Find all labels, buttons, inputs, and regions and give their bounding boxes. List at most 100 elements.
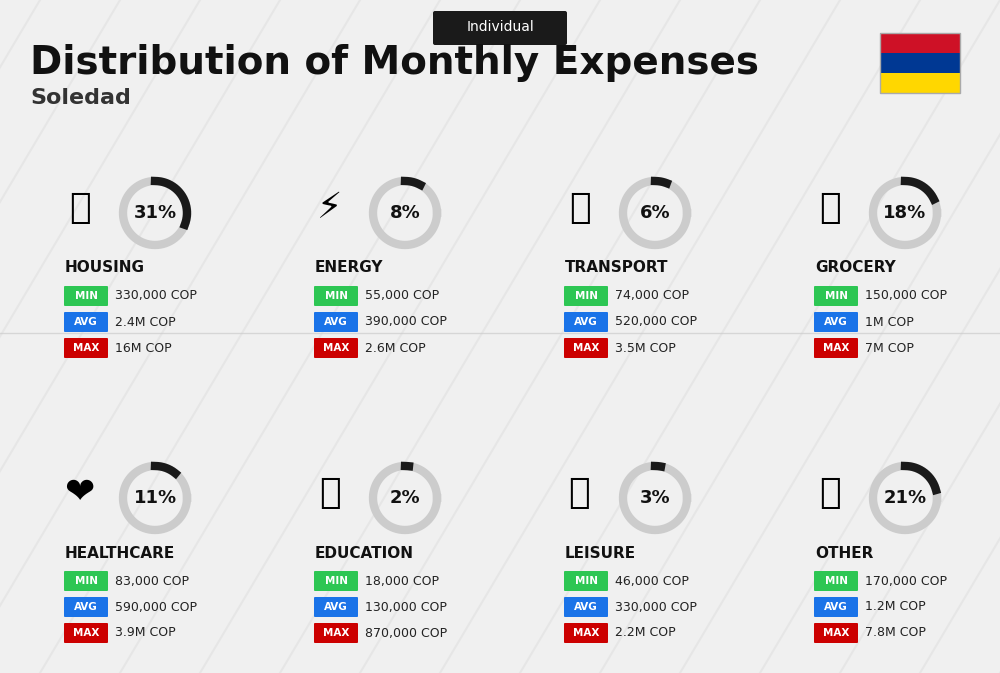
Text: 83,000 COP: 83,000 COP xyxy=(115,575,189,588)
FancyBboxPatch shape xyxy=(64,623,108,643)
FancyBboxPatch shape xyxy=(564,597,608,617)
Text: 11%: 11% xyxy=(133,489,177,507)
Text: 7.8M COP: 7.8M COP xyxy=(865,627,926,639)
FancyBboxPatch shape xyxy=(814,571,858,591)
Text: 🚌: 🚌 xyxy=(569,191,591,225)
Text: AVG: AVG xyxy=(74,317,98,327)
Text: 3.9M COP: 3.9M COP xyxy=(115,627,176,639)
Text: 18,000 COP: 18,000 COP xyxy=(365,575,439,588)
FancyBboxPatch shape xyxy=(880,53,960,73)
Text: 8%: 8% xyxy=(390,204,420,222)
Text: Distribution of Monthly Expenses: Distribution of Monthly Expenses xyxy=(30,44,759,82)
Text: MAX: MAX xyxy=(73,343,99,353)
Text: LEISURE: LEISURE xyxy=(565,546,636,561)
Text: MAX: MAX xyxy=(823,628,849,638)
Text: MIN: MIN xyxy=(74,291,98,301)
FancyBboxPatch shape xyxy=(814,312,858,332)
Text: MIN: MIN xyxy=(574,291,598,301)
Text: 2.6M COP: 2.6M COP xyxy=(365,341,426,355)
Text: 2.4M COP: 2.4M COP xyxy=(115,316,176,328)
FancyBboxPatch shape xyxy=(64,286,108,306)
Text: 130,000 COP: 130,000 COP xyxy=(365,600,447,614)
Text: ⚡: ⚡ xyxy=(317,191,343,225)
FancyBboxPatch shape xyxy=(64,312,108,332)
FancyBboxPatch shape xyxy=(314,571,358,591)
FancyBboxPatch shape xyxy=(564,312,608,332)
Text: AVG: AVG xyxy=(824,317,848,327)
FancyBboxPatch shape xyxy=(564,338,608,358)
Text: MAX: MAX xyxy=(573,628,599,638)
Text: Soledad: Soledad xyxy=(30,88,131,108)
Text: ENERGY: ENERGY xyxy=(315,260,384,275)
Text: 31%: 31% xyxy=(133,204,177,222)
Text: MIN: MIN xyxy=(324,576,348,586)
Text: 390,000 COP: 390,000 COP xyxy=(365,316,447,328)
Text: Individual: Individual xyxy=(466,20,534,34)
Text: ❤️: ❤️ xyxy=(65,476,95,510)
Text: 6%: 6% xyxy=(640,204,670,222)
Text: 👛: 👛 xyxy=(819,476,841,510)
FancyBboxPatch shape xyxy=(314,623,358,643)
Text: MAX: MAX xyxy=(73,628,99,638)
Text: 1.2M COP: 1.2M COP xyxy=(865,600,926,614)
Text: 18%: 18% xyxy=(883,204,927,222)
FancyBboxPatch shape xyxy=(314,597,358,617)
Text: MAX: MAX xyxy=(573,343,599,353)
FancyBboxPatch shape xyxy=(64,597,108,617)
FancyBboxPatch shape xyxy=(880,33,960,53)
Text: MIN: MIN xyxy=(574,576,598,586)
Text: 150,000 COP: 150,000 COP xyxy=(865,289,947,302)
Text: GROCERY: GROCERY xyxy=(815,260,896,275)
Text: 21%: 21% xyxy=(883,489,927,507)
FancyBboxPatch shape xyxy=(314,312,358,332)
Text: 870,000 COP: 870,000 COP xyxy=(365,627,447,639)
FancyBboxPatch shape xyxy=(814,623,858,643)
Text: MIN: MIN xyxy=(824,291,848,301)
Text: 🎓: 🎓 xyxy=(319,476,341,510)
Text: TRANSPORT: TRANSPORT xyxy=(565,260,668,275)
Text: 2%: 2% xyxy=(390,489,420,507)
FancyBboxPatch shape xyxy=(314,338,358,358)
Text: 🛒: 🛒 xyxy=(819,191,841,225)
Text: 590,000 COP: 590,000 COP xyxy=(115,600,197,614)
Text: MIN: MIN xyxy=(74,576,98,586)
FancyBboxPatch shape xyxy=(314,286,358,306)
Text: AVG: AVG xyxy=(574,602,598,612)
Text: 7M COP: 7M COP xyxy=(865,341,914,355)
Text: MIN: MIN xyxy=(324,291,348,301)
Text: MAX: MAX xyxy=(323,628,349,638)
Text: 520,000 COP: 520,000 COP xyxy=(615,316,697,328)
Text: AVG: AVG xyxy=(324,602,348,612)
Text: AVG: AVG xyxy=(824,602,848,612)
FancyBboxPatch shape xyxy=(64,571,108,591)
Text: 3%: 3% xyxy=(640,489,670,507)
FancyBboxPatch shape xyxy=(814,338,858,358)
Text: 3.5M COP: 3.5M COP xyxy=(615,341,676,355)
FancyBboxPatch shape xyxy=(880,73,960,93)
FancyBboxPatch shape xyxy=(564,571,608,591)
Text: 55,000 COP: 55,000 COP xyxy=(365,289,439,302)
Text: EDUCATION: EDUCATION xyxy=(315,546,414,561)
Text: 1M COP: 1M COP xyxy=(865,316,914,328)
Text: HOUSING: HOUSING xyxy=(65,260,145,275)
FancyBboxPatch shape xyxy=(814,597,858,617)
Text: 🛍️: 🛍️ xyxy=(569,476,591,510)
Text: 46,000 COP: 46,000 COP xyxy=(615,575,689,588)
Text: MAX: MAX xyxy=(823,343,849,353)
FancyBboxPatch shape xyxy=(64,338,108,358)
Text: 🏢: 🏢 xyxy=(69,191,91,225)
Text: OTHER: OTHER xyxy=(815,546,873,561)
Text: AVG: AVG xyxy=(324,317,348,327)
FancyBboxPatch shape xyxy=(814,286,858,306)
Text: HEALTHCARE: HEALTHCARE xyxy=(65,546,175,561)
Text: 2.2M COP: 2.2M COP xyxy=(615,627,676,639)
FancyBboxPatch shape xyxy=(433,11,567,45)
Text: 170,000 COP: 170,000 COP xyxy=(865,575,947,588)
Text: AVG: AVG xyxy=(74,602,98,612)
Text: MIN: MIN xyxy=(824,576,848,586)
Text: 16M COP: 16M COP xyxy=(115,341,172,355)
Text: 74,000 COP: 74,000 COP xyxy=(615,289,689,302)
FancyBboxPatch shape xyxy=(564,623,608,643)
Text: 330,000 COP: 330,000 COP xyxy=(115,289,197,302)
Text: AVG: AVG xyxy=(574,317,598,327)
